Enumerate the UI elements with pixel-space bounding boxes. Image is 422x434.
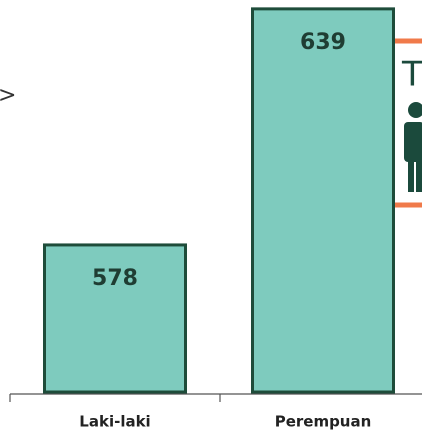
x-tick-label: Laki-laki: [79, 413, 150, 431]
bar: [43, 243, 187, 394]
value-label: 639: [300, 30, 346, 55]
person-icon: [404, 102, 422, 192]
annotation: >: [0, 83, 16, 108]
bar: [251, 7, 395, 394]
annotation: T: [401, 55, 422, 95]
value-label: 578: [92, 266, 138, 291]
x-tick-label: Perempuan: [275, 413, 372, 431]
